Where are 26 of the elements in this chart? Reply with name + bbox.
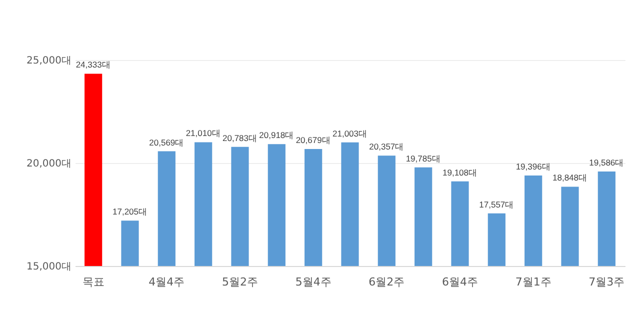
y-tick-label: 15,000대: [26, 262, 72, 272]
x-tick-label: 목표: [82, 276, 104, 288]
x-tick-label: 6월2주: [368, 276, 405, 288]
x-tick-label: 7월3주: [588, 276, 625, 288]
x-tick-label: 4월4주: [148, 276, 185, 288]
data-label: 19,396대: [516, 161, 551, 172]
data-label: 20,918대: [259, 130, 294, 140]
data-label: 18,848대: [552, 172, 588, 183]
data-label: 24,333대: [76, 60, 111, 70]
x-tick-label: 7월1주: [515, 276, 552, 288]
data-label: 17,557대: [479, 199, 514, 210]
data-label: 21,003대: [332, 128, 368, 138]
data-label: 19,108대: [442, 167, 478, 178]
data-label: 20,679대: [296, 135, 331, 146]
data-label: 19,586대: [589, 158, 624, 168]
x-tick-label: 5월2주: [222, 276, 258, 288]
data-label: 20,569대: [149, 137, 184, 148]
data-label: 19,785대: [406, 153, 441, 164]
y-tick-label: 25,000대: [26, 56, 72, 66]
data-label: 21,010대: [186, 128, 221, 138]
data-label: 20,783대: [222, 132, 258, 143]
y-tick-label: 20,000대: [26, 158, 72, 170]
x-tick-label: 6월4주: [442, 276, 478, 288]
data-label: 17,205대: [112, 206, 148, 217]
x-tick-label: 5월4주: [295, 276, 332, 288]
data-label: 20,357대: [369, 142, 404, 152]
